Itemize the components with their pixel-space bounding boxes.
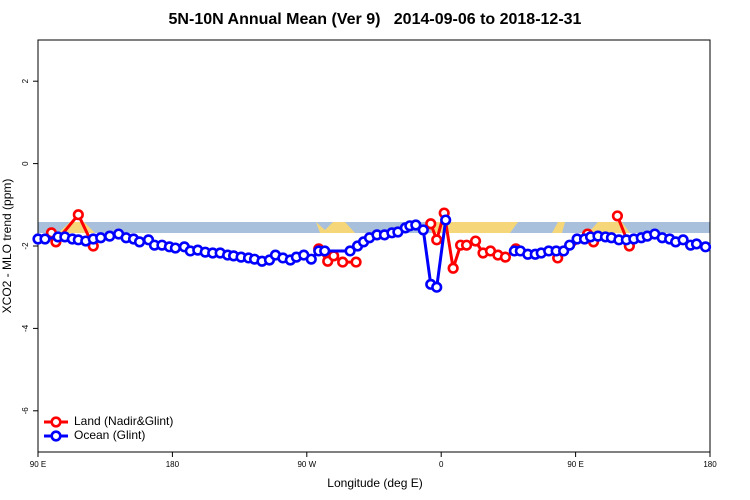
point: [337, 256, 349, 268]
point: [431, 281, 443, 293]
x-tick-label: 90 E: [567, 460, 583, 469]
point: [169, 242, 181, 254]
point: [447, 262, 459, 274]
land-patch: [552, 222, 565, 233]
x-axis-label: Longitude (deg E): [327, 476, 422, 490]
point: [104, 230, 116, 242]
point: [564, 239, 576, 251]
legend-marker: [50, 416, 62, 428]
ocean-band: [38, 222, 710, 233]
point: [305, 253, 317, 265]
point: [319, 245, 331, 257]
land-patch: [316, 222, 355, 233]
y-tick-label: -6: [21, 407, 30, 415]
legend-label: Ocean (Glint): [74, 428, 145, 442]
x-tick-label: 0: [439, 460, 444, 469]
y-tick-label: 2: [21, 78, 30, 83]
point: [410, 219, 422, 231]
x-tick-label: 180: [166, 460, 180, 469]
point: [39, 233, 51, 245]
legend-marker: [50, 430, 62, 442]
y-axis-label: XCO2 - MLO trend (ppm): [0, 179, 14, 314]
point: [328, 250, 340, 262]
point: [440, 214, 452, 226]
x-tick-label: 180: [703, 460, 717, 469]
point: [499, 251, 512, 263]
x-tick-label: 90 E: [30, 460, 46, 469]
y-tick-label: -2: [21, 242, 30, 250]
y-tick-label: -4: [21, 324, 30, 332]
point: [350, 256, 362, 268]
point: [95, 232, 107, 244]
point: [690, 238, 703, 250]
point: [460, 239, 473, 251]
x-tick-label: 90 W: [297, 460, 316, 469]
point: [469, 235, 482, 247]
point: [72, 209, 84, 221]
land-patch: [428, 222, 518, 233]
point: [133, 236, 146, 248]
point: [699, 241, 712, 253]
point: [425, 218, 437, 230]
y-tick-label: 0: [21, 161, 30, 166]
point: [611, 210, 624, 222]
land-mask: [38, 222, 710, 233]
chart-title: 5N-10N Annual Mean (Ver 9) 2014-09-06 to…: [169, 11, 582, 28]
point: [431, 234, 443, 246]
legend-label: Land (Nadir&Glint): [74, 414, 173, 428]
point: [677, 234, 689, 246]
point: [417, 224, 429, 236]
point: [344, 245, 356, 257]
